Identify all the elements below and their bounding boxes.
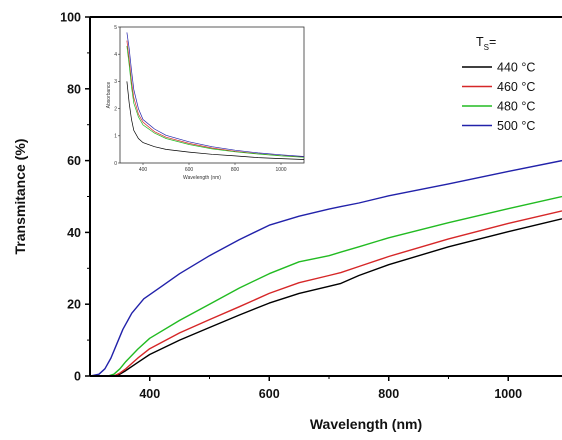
series-line-1 (90, 210, 562, 377)
x-tick-label-0: 400 (139, 387, 160, 401)
inset-y-tick-label-3: 3 (114, 79, 117, 85)
main-series-layer (89, 159, 562, 377)
inset-x-axis-title: Wavelength (nm) (183, 175, 221, 181)
y-tick-label-0: 0 (74, 370, 81, 384)
inset-x-tick-label-0: 400 (139, 167, 148, 173)
series-line-3 (89, 159, 562, 377)
legend-label-1: 460 °C (497, 80, 535, 94)
inset-absorbance-chart: 0 1 2 3 4 5 400 600 800 1000 Wavelength (nm) Absorb… (106, 25, 305, 181)
legend-title: TS= (476, 35, 496, 52)
inset-y-tick-label-1: 1 (114, 134, 117, 140)
x-axis-title: Wavelength (nm) (310, 416, 422, 432)
x-tick-label-3: 1000 (494, 387, 522, 401)
series-line-0 (90, 218, 562, 377)
series-line-2 (90, 195, 562, 377)
legend-label-3: 500 °C (497, 119, 535, 133)
x-tick-label-1: 600 (259, 387, 280, 401)
legend-label-0: 440 °C (497, 61, 535, 75)
y-tick-label-2: 40 (67, 226, 81, 240)
x-tick-label-2: 800 (378, 387, 399, 401)
y-tick-label-3: 60 (67, 154, 81, 168)
y-axis-title: Transmitance (%) (12, 139, 28, 255)
inset-y-tick-label-4: 4 (114, 52, 117, 58)
y-tick-label-4: 80 (67, 82, 81, 96)
inset-x-tick-label-1: 600 (185, 167, 194, 173)
inset-series-line-2 (126, 45, 305, 158)
inset-series-line-3 (126, 32, 305, 157)
inset-y-tick-label-0: 0 (114, 161, 117, 167)
inset-y-tick-label-2: 2 (114, 106, 117, 112)
inset-frame (119, 26, 305, 164)
inset-x-tick-label-2: 800 (231, 167, 240, 173)
inset-series-line-0 (126, 81, 305, 160)
inset-y-tick-label-5: 5 (114, 25, 117, 31)
inset-x-tick-label-3: 1000 (275, 167, 286, 173)
legend-label-2: 480 °C (497, 100, 535, 114)
inset-y-axis-title: Absorbance (106, 81, 112, 108)
legend: TS=440 °C 460 °C 480 °C 500 °C (462, 35, 535, 133)
y-tick-label-1: 20 (67, 298, 81, 312)
y-tick-label-5: 100 (60, 11, 81, 25)
